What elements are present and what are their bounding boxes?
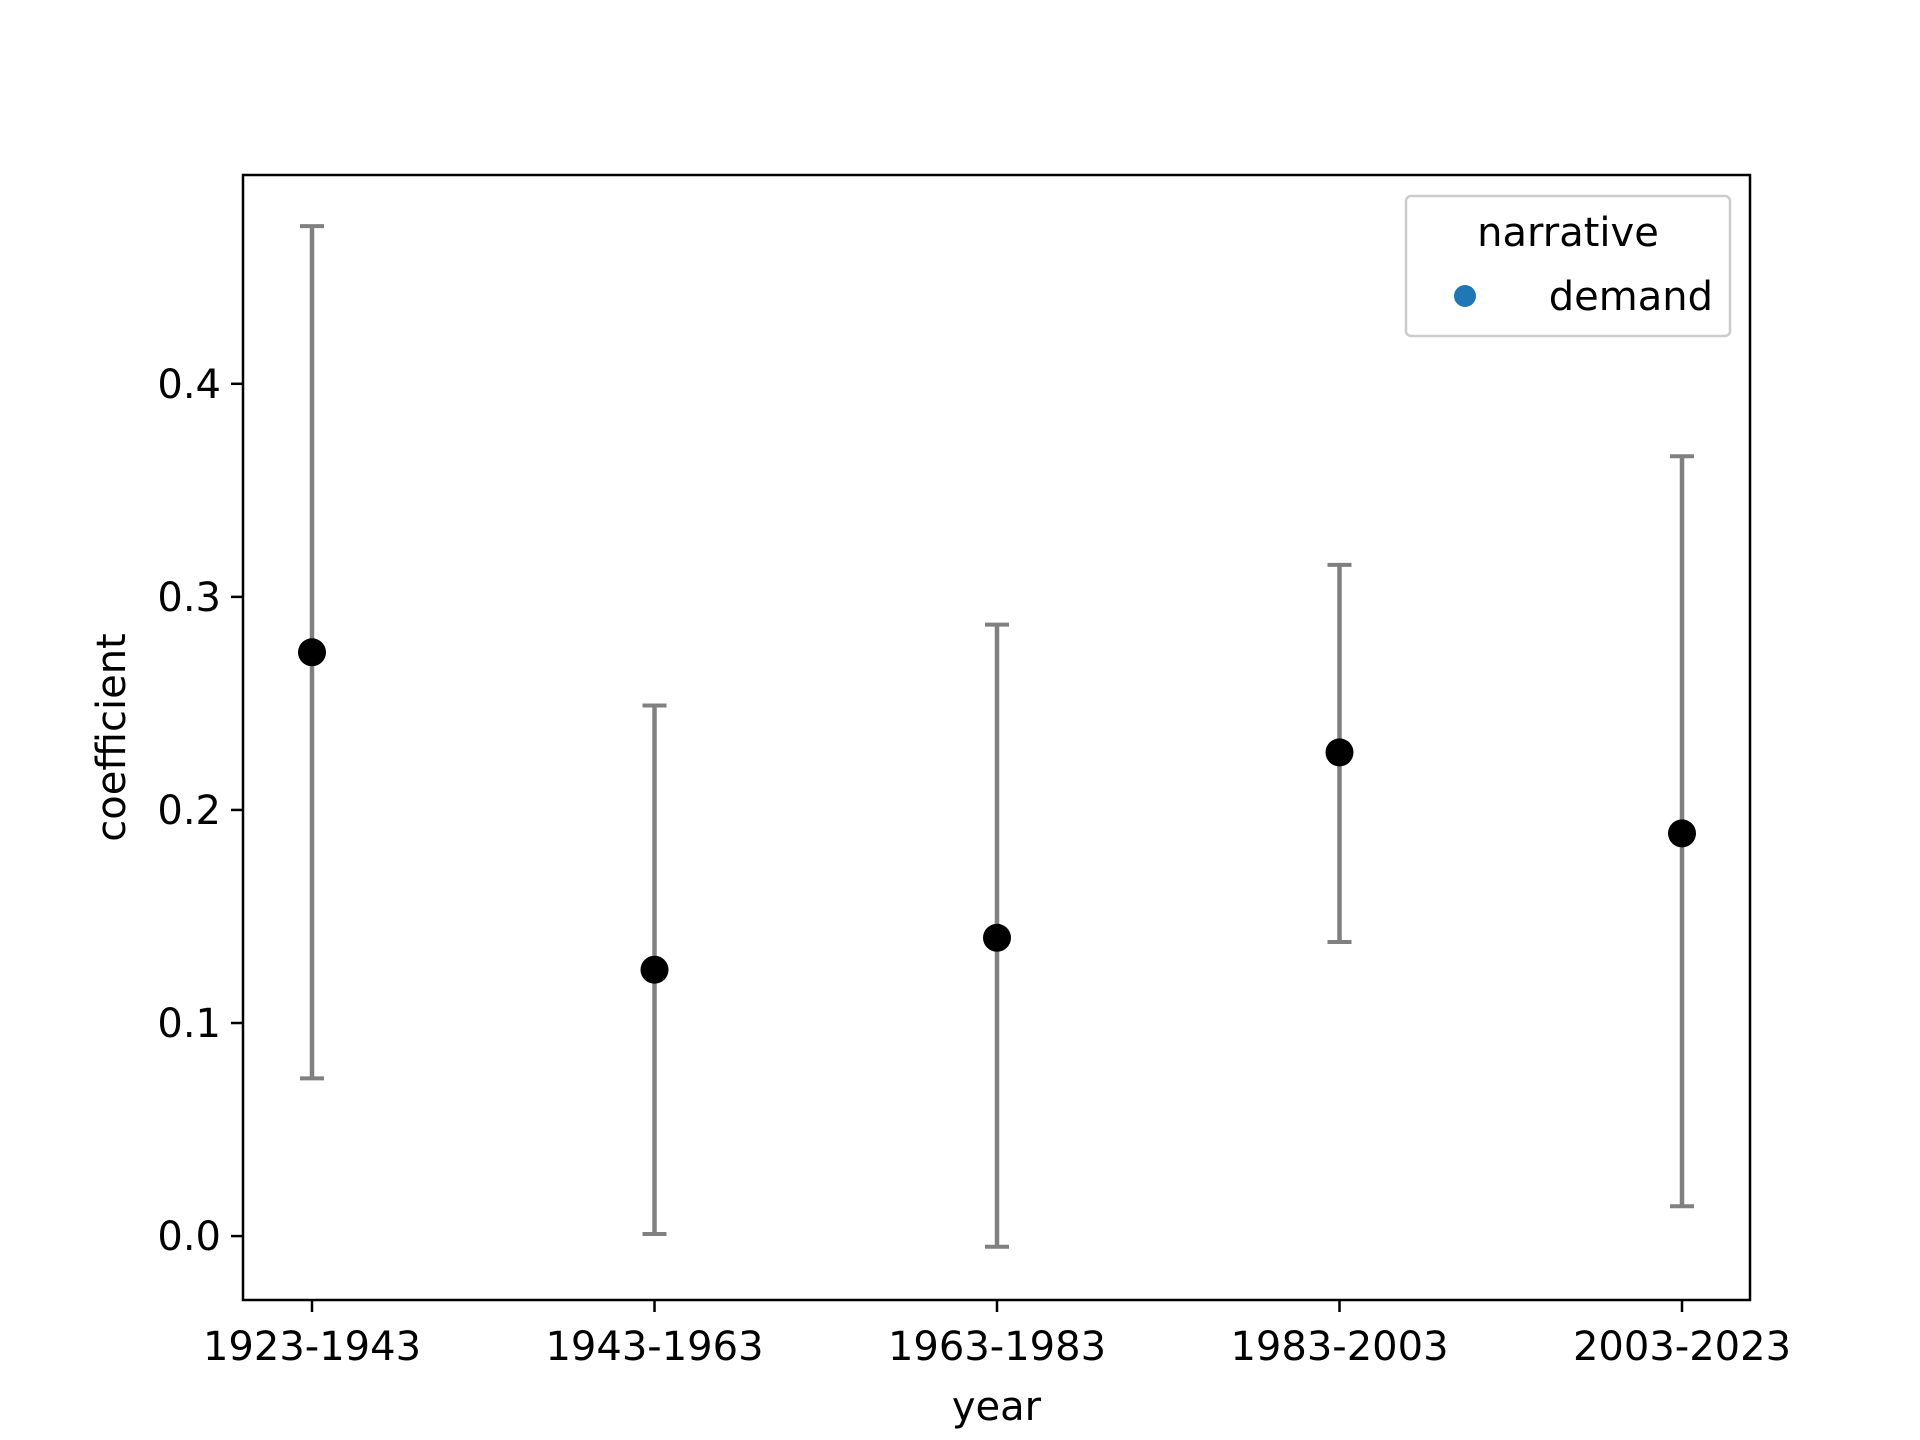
data-point — [640, 955, 669, 984]
x-tick-label: 2003-2023 — [1573, 1324, 1791, 1370]
legend-marker-demand — [1454, 285, 1476, 307]
y-tick-label: 0.1 — [157, 1001, 221, 1047]
x-tick-label: 1983-2003 — [1230, 1324, 1448, 1370]
y-axis-label: coefficient — [89, 633, 135, 842]
x-tick-label: 1923-1943 — [203, 1324, 421, 1370]
y-tick-label: 0.3 — [157, 575, 221, 621]
legend: narrative demand — [1404, 194, 1732, 338]
legend-title: narrative — [1477, 210, 1659, 256]
data-point — [1668, 819, 1696, 848]
y-tick-label: 0.2 — [157, 788, 221, 834]
y-tick-label: 0.0 — [157, 1214, 221, 1260]
x-tick-label: 1943-1963 — [545, 1324, 763, 1370]
data-point — [1325, 738, 1354, 767]
legend-box — [1404, 194, 1732, 338]
legend-label-demand: demand — [1549, 274, 1713, 320]
y-axis: 0.0 0.1 0.2 0.3 0.4 — [157, 362, 243, 1260]
x-axis-label: year — [952, 1384, 1042, 1430]
data-point — [298, 638, 326, 667]
data-point — [983, 923, 1011, 952]
y-tick-label: 0.4 — [157, 362, 221, 408]
point-layer — [298, 638, 1696, 984]
x-axis: 1923-1943 1943-1963 1963-1983 1983-2003 2003… — [203, 1300, 1791, 1370]
x-tick-label: 1963-1983 — [888, 1324, 1106, 1370]
